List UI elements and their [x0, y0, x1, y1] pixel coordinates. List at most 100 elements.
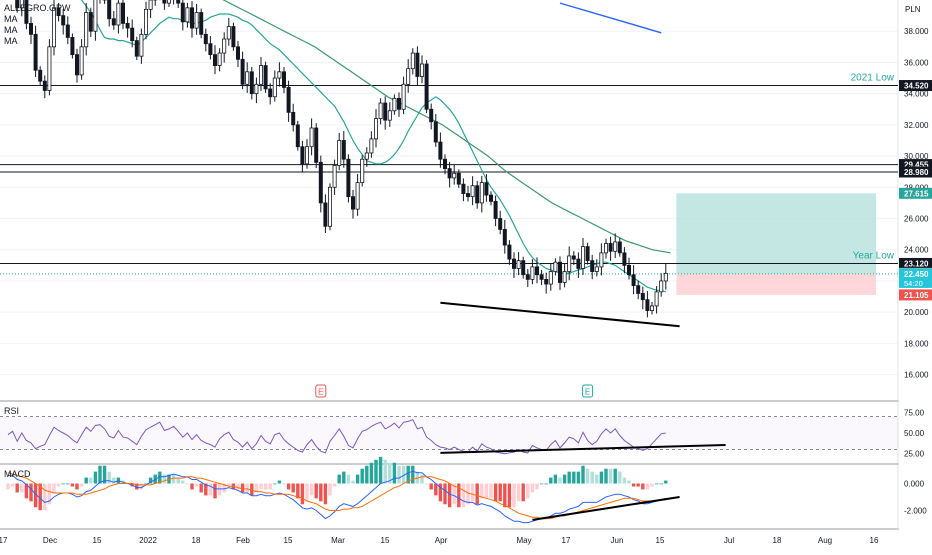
candle-body [304, 146, 309, 165]
macd-histogram-bar [599, 471, 604, 484]
macd-histogram-bar [75, 483, 79, 490]
candle-body [125, 23, 130, 29]
candle-body [488, 194, 493, 202]
time-tick-label: 2022 [139, 536, 157, 545]
macd-histogram-bar [332, 483, 337, 487]
macd-histogram-bar [227, 483, 231, 487]
macd-histogram-bar [443, 483, 447, 505]
macd-histogram-bar [475, 483, 479, 505]
last-price-badge [899, 268, 932, 280]
macd-histogram-bar [530, 483, 535, 493]
time-tick-label: 18 [192, 536, 201, 545]
rsi-tick-label: 25.00 [904, 450, 925, 459]
candle-body [512, 258, 517, 269]
candle-body [360, 158, 365, 184]
macd-histogram-bar [516, 483, 521, 502]
macd-histogram-bar [194, 483, 199, 487]
candle-body [231, 26, 236, 48]
rsi-pane: RSI [0, 406, 898, 455]
earnings-marker-label: E [318, 388, 323, 397]
macd-histogram-bar [79, 483, 84, 487]
level-annotation: Year Low [853, 250, 895, 261]
time-axis-bg [0, 531, 932, 550]
candle-body [28, 23, 33, 35]
macd-histogram-bar [622, 477, 627, 484]
candle-body [640, 293, 645, 301]
candle-body [281, 71, 286, 88]
macd-histogram-bar [659, 483, 663, 485]
macd-histogram-bar [66, 483, 70, 485]
macd-histogram-bar [208, 483, 213, 496]
macd-histogram-bar [572, 471, 576, 484]
candle-body [585, 246, 590, 262]
candle-body [341, 140, 346, 160]
candle-body [617, 241, 622, 254]
macd-histogram-bar [323, 483, 328, 505]
macd-histogram-bar [24, 483, 29, 499]
macd-histogram-bar [645, 483, 650, 490]
macd-histogram-bar [604, 468, 608, 484]
macd-histogram-bar [535, 483, 539, 490]
candle-body [627, 264, 632, 276]
ma-legend-2[interactable]: MA [4, 25, 18, 35]
macd-histogram-bar [420, 474, 424, 484]
level-badge [899, 257, 932, 269]
macd-signal-line [7, 472, 666, 520]
macd-histogram-bar [480, 483, 484, 499]
macd-histogram-bar [273, 483, 277, 485]
time-tick-label: 15 [656, 536, 665, 545]
candle-body [314, 127, 319, 163]
macd-histogram-bar [562, 474, 567, 484]
ma-legend-3[interactable]: MA [4, 36, 18, 46]
symbol-title[interactable]: ALLEGRO.GPW [4, 3, 71, 13]
candle-body [185, 7, 190, 23]
macd-histogram-bar [10, 483, 15, 487]
candle-body [47, 46, 52, 91]
candle-body [562, 271, 567, 283]
macd-histogram-bar [369, 462, 374, 484]
candle-body [608, 243, 613, 252]
time-tick-label: Mar [331, 536, 345, 545]
macd-tick-label: 0.000 [904, 480, 925, 489]
candle-body [258, 65, 263, 85]
target-price-badge [899, 187, 932, 199]
chart-legend[interactable]: ALLEGRO.GPW MA MA MA [4, 3, 71, 47]
macd-histogram-bar [360, 468, 364, 484]
ma-legend-1[interactable]: MA [4, 14, 18, 24]
macd-histogram-bar [493, 483, 498, 502]
candle-body [415, 52, 420, 77]
candle-body [507, 244, 512, 260]
macd-histogram-bar [461, 483, 466, 508]
macd-histogram-bar [585, 468, 590, 484]
candle-body [166, 0, 171, 4]
rsi-line [7, 419, 666, 455]
candle-body [176, 0, 181, 4]
candle-body [318, 161, 323, 204]
candle-body [373, 118, 378, 140]
macd-histogram-bar [93, 471, 98, 484]
macd-histogram-bar [411, 465, 415, 484]
candle-body [235, 46, 240, 60]
macd-histogram-bar [457, 483, 461, 508]
target-price-badge-text: 27.615 [904, 189, 929, 198]
macd-histogram-bar [397, 465, 401, 484]
macd-histogram-bar [378, 456, 383, 484]
macd-histogram-bar [521, 483, 525, 502]
candle-body [447, 168, 452, 179]
level-badge-text: 23.120 [904, 259, 929, 268]
candle-body [567, 255, 572, 272]
candle-body [369, 138, 374, 154]
candle-body [162, 0, 167, 4]
macd-histogram-bar [507, 483, 512, 508]
macd-histogram-bar [650, 483, 654, 487]
price-tick-label: 34.000 [904, 90, 929, 99]
macd-histogram-bar [259, 483, 263, 490]
candle-body [291, 111, 296, 126]
candle-body [594, 266, 599, 272]
macd-histogram-bar [664, 480, 668, 484]
macd-histogram-bar [558, 477, 562, 484]
candle-body [401, 83, 406, 110]
macd-histogram-bar [158, 471, 162, 484]
